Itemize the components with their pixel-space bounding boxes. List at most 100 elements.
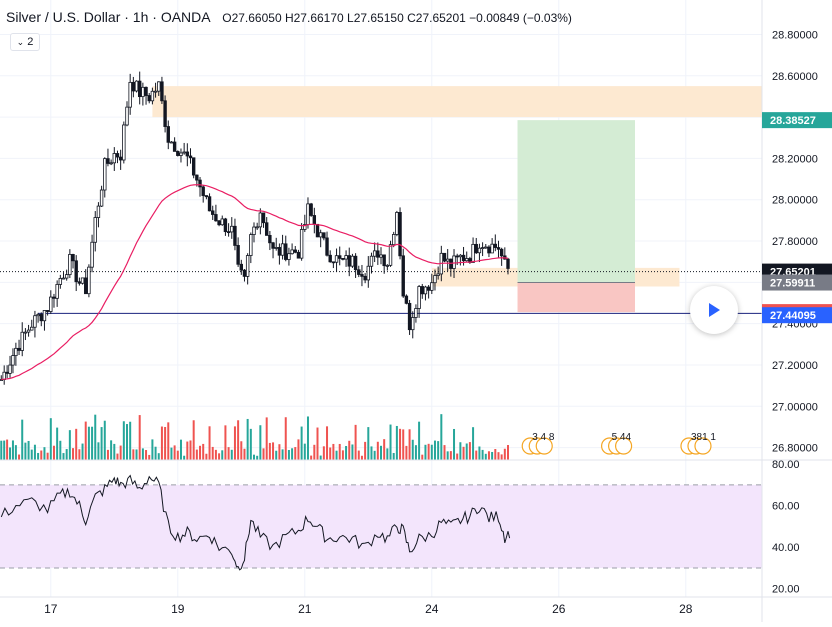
candle-body	[255, 226, 259, 229]
symbol-title[interactable]: Silver / U.S. Dollar · 1h · OANDA	[6, 9, 211, 25]
volume-bar	[221, 450, 224, 460]
volume-bar	[135, 449, 138, 460]
candle-body	[14, 347, 18, 356]
volume-bar	[208, 426, 211, 460]
candle-body	[153, 90, 158, 93]
candle-body	[242, 269, 247, 277]
candle-body	[436, 273, 440, 276]
volume-bar	[52, 445, 55, 460]
candle-body	[115, 153, 120, 158]
volume-bar	[126, 424, 128, 460]
candle-body	[17, 347, 21, 351]
change-value: −0.00849 (−0.03%)	[469, 11, 572, 25]
price-tick-label: 28.20000	[772, 153, 818, 165]
candle-body	[214, 214, 218, 222]
open-value: O27.66050	[222, 11, 282, 25]
candle-body	[277, 247, 282, 256]
volume-bar	[132, 449, 135, 460]
candle-body	[490, 243, 494, 254]
volume-bar	[106, 449, 109, 460]
high-value: H27.66170	[284, 11, 344, 25]
volume-bar	[100, 427, 103, 460]
time-tick-label: 24	[425, 602, 439, 616]
volume-bar	[284, 417, 287, 460]
candle-body	[315, 223, 320, 238]
volume-bar	[205, 453, 208, 460]
volume-bar	[199, 445, 202, 460]
moving-average-line	[1, 184, 509, 380]
candle-body	[220, 218, 224, 226]
candle-body	[71, 254, 75, 262]
candle-body	[160, 81, 164, 102]
volume-bar	[30, 449, 33, 460]
candle-body	[458, 254, 463, 258]
volume-bar	[179, 439, 182, 460]
volume-bar	[151, 439, 154, 460]
resistance-zone	[152, 86, 762, 118]
candle-body	[506, 258, 510, 269]
volume-bar	[484, 453, 487, 460]
candle-body	[261, 212, 266, 224]
candle-body	[268, 235, 272, 244]
volume-bar	[380, 445, 382, 460]
candle-body	[341, 258, 345, 260]
volume-bar	[459, 442, 462, 460]
candle-body	[401, 255, 405, 297]
volume-bar	[176, 450, 179, 460]
volume-bar	[294, 447, 297, 460]
candle-body	[353, 255, 358, 271]
volume-bar	[37, 452, 40, 460]
flag-icon	[614, 437, 633, 455]
volume-bar	[421, 454, 424, 460]
volume-bar	[170, 447, 173, 460]
indicators-toggle-button[interactable]: ⌄ 2	[10, 33, 40, 51]
volume-bar	[281, 449, 284, 460]
candle-body	[166, 126, 170, 143]
candle-body	[347, 255, 351, 267]
candle-body	[131, 81, 136, 92]
candle-body	[122, 124, 126, 161]
volume-bar	[360, 455, 363, 460]
volume-bar	[348, 440, 351, 460]
candle-body	[176, 151, 180, 156]
volume-bar	[500, 454, 503, 460]
candle-body	[30, 326, 34, 331]
volume-bar	[322, 446, 325, 460]
candle-body	[137, 80, 142, 98]
candle-body	[496, 247, 501, 250]
volume-bar	[278, 444, 281, 460]
play-button[interactable]	[690, 286, 738, 334]
volume-bar	[11, 440, 14, 460]
rsi-tick-label: 40.00	[772, 542, 800, 554]
volume-bar	[487, 451, 490, 460]
volume-bar	[119, 445, 122, 460]
price-tick-label: 28.00000	[772, 195, 818, 207]
candle-body	[125, 106, 129, 126]
price-tick-label: 26.80000	[772, 443, 818, 455]
price-label-text: 27.59911	[770, 278, 815, 290]
event-marker-label: 5 44	[612, 432, 632, 443]
candle-body	[80, 277, 85, 284]
candle-body	[423, 286, 428, 295]
candle-body	[312, 215, 317, 225]
candle-body	[325, 237, 329, 256]
time-tick-label: 19	[171, 602, 185, 616]
candle-body	[226, 231, 231, 234]
candle-body	[417, 286, 421, 309]
event-marker-label: 3 4 8	[532, 432, 555, 443]
candle-body	[366, 265, 370, 281]
volume-bar	[173, 445, 176, 460]
volume-bar	[497, 452, 500, 460]
candle-body	[407, 302, 412, 331]
volume-bar	[354, 424, 357, 460]
volume-bar	[167, 422, 170, 460]
candle-body	[239, 263, 243, 271]
volume-bar	[21, 419, 24, 460]
volume-bar	[424, 444, 427, 460]
volume-bar	[141, 448, 144, 460]
candle-body	[477, 247, 482, 254]
candle-body	[233, 225, 237, 246]
volume-bar	[154, 446, 157, 460]
price-label-text: 28.38527	[770, 115, 816, 127]
